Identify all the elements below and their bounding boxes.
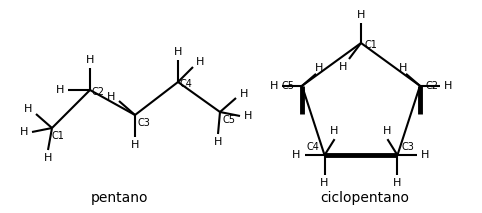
Text: H: H bbox=[214, 137, 222, 147]
Text: H: H bbox=[240, 89, 248, 99]
Text: H: H bbox=[315, 63, 323, 73]
Text: H: H bbox=[196, 57, 204, 67]
Text: H: H bbox=[321, 178, 329, 188]
Text: H: H bbox=[86, 55, 94, 65]
Text: H: H bbox=[399, 63, 407, 73]
Text: H: H bbox=[174, 47, 182, 57]
Text: H: H bbox=[339, 62, 347, 72]
Text: H: H bbox=[383, 126, 392, 136]
Text: H: H bbox=[330, 126, 339, 136]
Text: H: H bbox=[107, 92, 115, 102]
Text: H: H bbox=[244, 111, 252, 121]
Text: C3: C3 bbox=[401, 142, 414, 152]
Text: C5: C5 bbox=[281, 81, 295, 91]
Text: H: H bbox=[270, 81, 278, 91]
Text: H: H bbox=[421, 150, 429, 160]
Text: ciclopentano: ciclopentano bbox=[321, 191, 410, 205]
Text: H: H bbox=[20, 127, 28, 137]
Text: H: H bbox=[357, 10, 365, 20]
Text: C5: C5 bbox=[223, 115, 236, 125]
Text: H: H bbox=[293, 150, 301, 160]
Text: C4: C4 bbox=[180, 79, 192, 89]
Text: pentano: pentano bbox=[91, 191, 149, 205]
Text: H: H bbox=[56, 85, 64, 95]
Text: H: H bbox=[444, 81, 452, 91]
Text: C2: C2 bbox=[92, 87, 105, 97]
Text: H: H bbox=[24, 104, 32, 114]
Text: C2: C2 bbox=[426, 81, 439, 91]
Text: H: H bbox=[131, 140, 139, 150]
Text: H: H bbox=[393, 178, 402, 188]
Text: C1: C1 bbox=[364, 40, 377, 50]
Text: H: H bbox=[44, 153, 52, 163]
Text: C4: C4 bbox=[306, 142, 319, 152]
Text: C3: C3 bbox=[137, 118, 150, 128]
Text: C1: C1 bbox=[52, 131, 65, 141]
